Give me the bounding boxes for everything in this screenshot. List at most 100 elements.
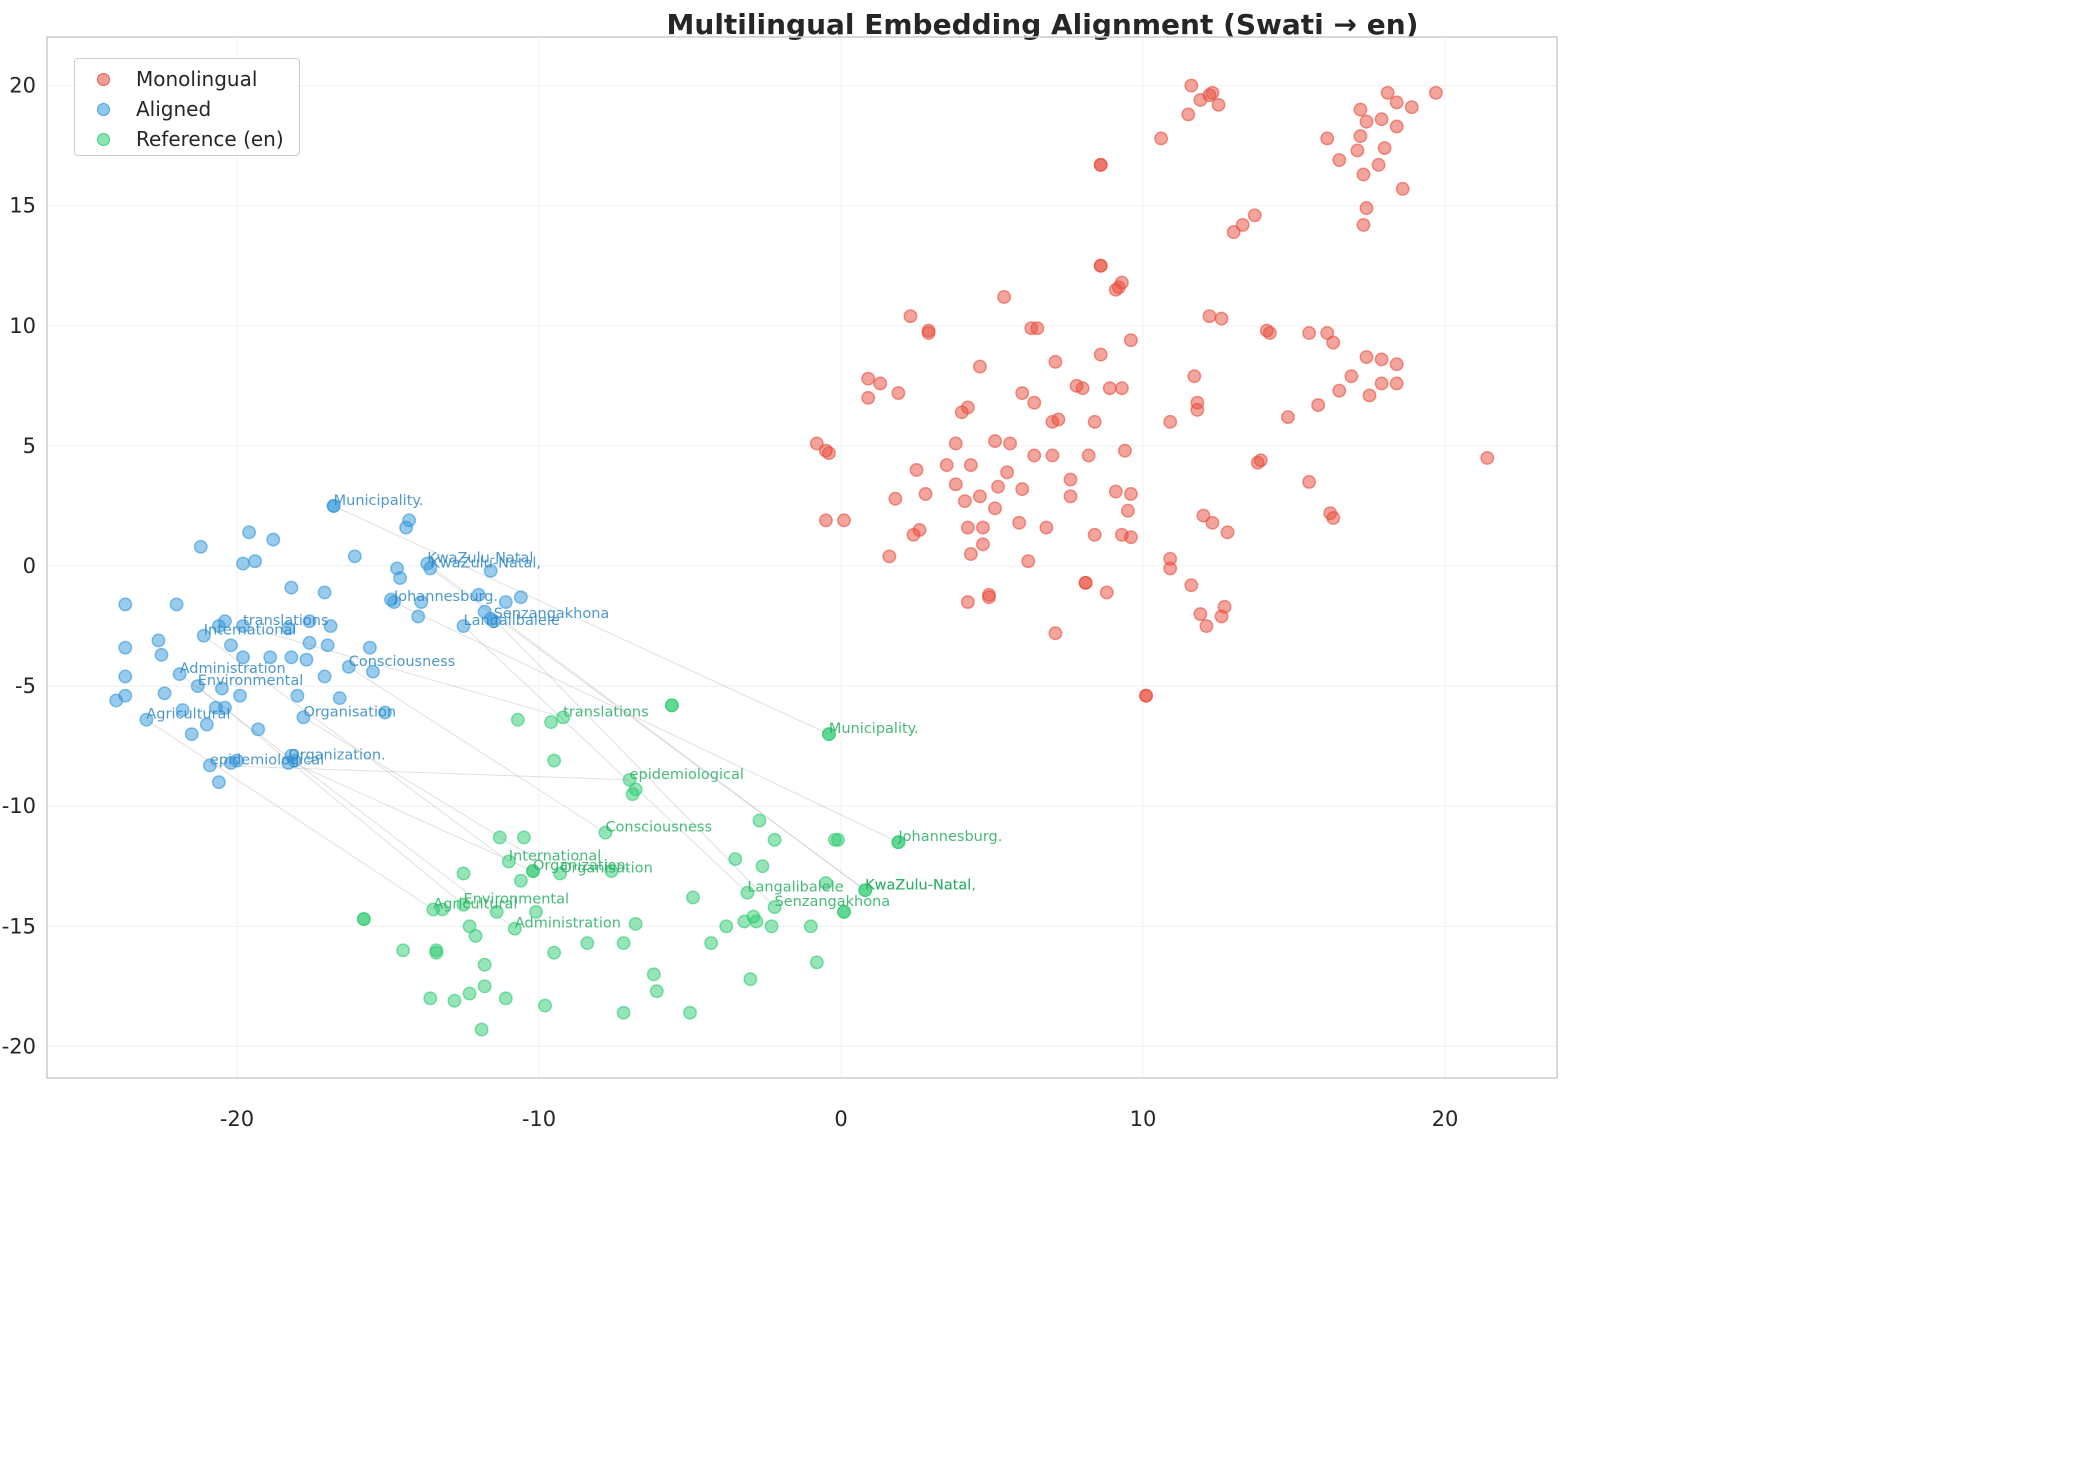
- data-point: [233, 688, 247, 703]
- data-point: [909, 462, 924, 477]
- data-point: [468, 928, 483, 943]
- data-point: [1039, 520, 1054, 535]
- data-point: [284, 650, 299, 665]
- data-point: [236, 619, 250, 633]
- data-point: [356, 912, 371, 927]
- data-point: [248, 554, 263, 569]
- data-point: [972, 489, 987, 504]
- data-point: [544, 715, 559, 730]
- data-point: [939, 458, 954, 473]
- data-point: [1184, 578, 1199, 593]
- data-point: [991, 479, 1005, 494]
- data-point: [435, 902, 450, 917]
- data-point: [803, 919, 818, 934]
- legend-item-aligned: Aligned: [75, 94, 299, 124]
- data-point: [1123, 530, 1138, 545]
- data-point: [217, 700, 232, 715]
- data-point: [858, 883, 873, 898]
- data-point: [411, 609, 426, 624]
- data-point: [837, 513, 851, 528]
- series-monolingual: [809, 78, 1495, 703]
- data-point: [1326, 335, 1341, 350]
- data-point: [251, 722, 266, 737]
- data-point: [821, 446, 836, 461]
- data-point: [1311, 398, 1326, 413]
- reference-point-label: Consciousness: [605, 820, 712, 836]
- data-point: [957, 494, 972, 509]
- data-point: [975, 537, 990, 552]
- data-point: [1163, 414, 1178, 429]
- data-point: [686, 890, 700, 905]
- data-point: [1012, 515, 1027, 530]
- data-point: [507, 921, 522, 936]
- data-point: [1395, 181, 1410, 196]
- reference-point-label: Organisation: [560, 860, 653, 876]
- data-point: [918, 486, 933, 501]
- data-point: [683, 1005, 697, 1020]
- data-point: [1332, 153, 1347, 168]
- data-point: [118, 597, 133, 612]
- data-point: [1063, 472, 1078, 487]
- series-aligned: [109, 499, 528, 790]
- reference-point-label: Johannesburg.: [897, 829, 1002, 845]
- data-point: [963, 547, 978, 561]
- data-point: [891, 386, 906, 401]
- data-point: [1139, 688, 1153, 703]
- data-point: [1389, 119, 1404, 134]
- data-point: [477, 979, 492, 994]
- data-point: [1374, 376, 1389, 391]
- data-point: [861, 371, 876, 386]
- connector-line: [242, 625, 564, 718]
- data-point: [387, 595, 401, 609]
- data-point: [1377, 141, 1392, 156]
- plot-frame: [46, 36, 1558, 1079]
- data-point: [332, 691, 347, 706]
- data-point: [498, 595, 513, 609]
- series-reference: [356, 698, 906, 1037]
- data-point: [118, 669, 133, 684]
- connector-line: [303, 716, 561, 874]
- data-point: [396, 943, 411, 958]
- reference-point-label: KwaZulu-Natal,: [865, 877, 976, 893]
- aligned-point-label: Senzangakhona: [494, 606, 610, 622]
- data-point: [299, 652, 314, 667]
- data-point: [1063, 489, 1078, 504]
- data-point: [1051, 412, 1066, 427]
- connector-line: [179, 673, 516, 930]
- data-point: [287, 753, 302, 768]
- x-tick-label: 20: [1432, 1107, 1459, 1131]
- reference-point-label: Administration: [515, 916, 621, 932]
- data-point: [1428, 85, 1443, 100]
- data-point: [963, 458, 978, 473]
- data-point: [809, 955, 824, 970]
- data-point: [1281, 410, 1295, 425]
- data-point: [1045, 448, 1060, 463]
- data-point: [1359, 350, 1374, 364]
- y-tick-label: -20: [2, 1034, 36, 1058]
- data-point: [1190, 402, 1205, 417]
- data-point: [1214, 311, 1229, 326]
- data-point: [1000, 465, 1015, 480]
- data-point: [1108, 282, 1123, 297]
- data-point: [888, 491, 903, 506]
- aligned-point-label: Johannesburg.: [393, 589, 498, 605]
- data-point: [737, 914, 752, 929]
- data-point: [755, 859, 770, 874]
- data-point: [341, 659, 356, 674]
- data-point: [1205, 515, 1220, 530]
- data-point: [157, 686, 172, 701]
- data-point: [498, 991, 513, 1006]
- data-point: [202, 758, 217, 773]
- data-point: [139, 712, 154, 727]
- data-point: [456, 897, 471, 912]
- data-point: [1211, 97, 1226, 112]
- data-point: [1093, 258, 1108, 273]
- data-point: [1389, 95, 1404, 110]
- data-point: [302, 635, 317, 650]
- data-point: [1253, 453, 1268, 468]
- aligned-point-label: Municipality.: [334, 493, 424, 509]
- data-point: [1359, 201, 1374, 216]
- data-point: [317, 585, 332, 600]
- legend: Monolingual Aligned Reference (en): [74, 58, 300, 156]
